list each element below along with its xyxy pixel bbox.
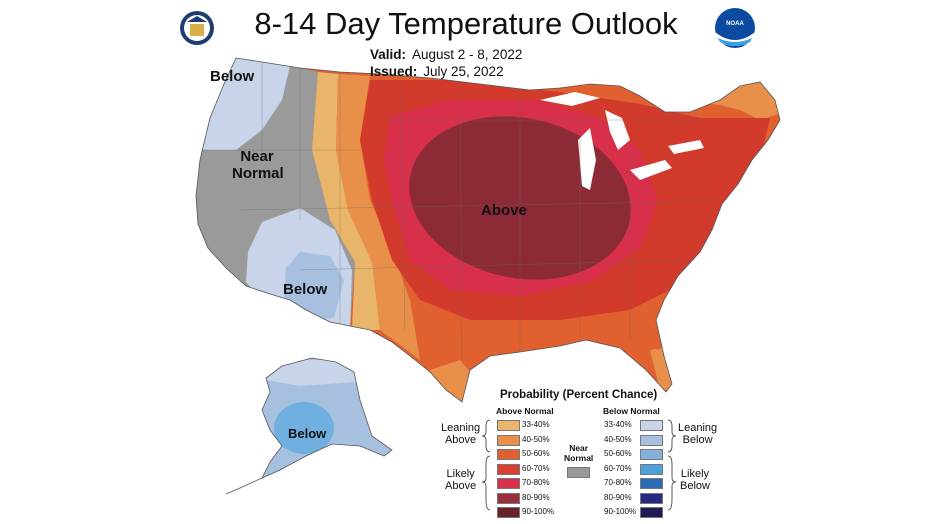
legend-below-swatch <box>640 449 663 460</box>
likely-above-line1: Likely <box>445 468 476 480</box>
near-normal-line1: Near <box>232 148 282 165</box>
legend-below-label: 33-40% <box>604 419 632 431</box>
legend-likely-above: Likely Above <box>445 468 476 492</box>
legend-below-label: 90-100% <box>604 506 636 518</box>
legend-near-header: Near Normal <box>564 443 593 463</box>
legend-above-label: 80-90% <box>522 492 550 504</box>
legend-leaning-above: Leaning Above <box>441 422 480 446</box>
legend-likely-below: Likely Below <box>680 468 710 492</box>
likely-below-line1: Likely <box>680 468 710 480</box>
legend-above-swatch <box>497 464 520 475</box>
valid-line: Valid: August 2 - 8, 2022 <box>370 47 522 62</box>
likely-below-line2: Below <box>680 480 710 492</box>
page-title: 8-14 Day Temperature Outlook <box>0 6 932 42</box>
leaning-below-line1: Leaning <box>678 422 717 434</box>
near-header-line1: Near <box>564 443 593 453</box>
valid-label: Valid: <box>370 47 406 62</box>
legend-above-label: 33-40% <box>522 419 550 431</box>
legend-below-swatch <box>640 464 663 475</box>
legend-below-swatch <box>640 420 663 431</box>
legend-below-swatch <box>640 493 663 504</box>
leaning-below-line2: Below <box>678 434 717 446</box>
legend-above-label: 40-50% <box>522 434 550 446</box>
leaning-above-line1: Leaning <box>441 422 480 434</box>
valid-value: August 2 - 8, 2022 <box>412 47 522 62</box>
legend-below-label: 80-90% <box>604 492 632 504</box>
legend-below-label: 60-70% <box>604 463 632 475</box>
map-label-near-normal: Near Normal <box>232 148 282 182</box>
issued-label: Issued: <box>370 64 417 79</box>
map-label-below-ak: Below <box>288 425 326 442</box>
noaa-logo-text: NOAA <box>722 21 748 27</box>
map-label-below-nw: Below <box>210 68 254 85</box>
legend-above-swatch <box>497 435 520 446</box>
legend-below-header: Below Normal <box>603 406 660 416</box>
legend-leaning-below: Leaning Below <box>678 422 717 446</box>
legend-above-header: Above Normal <box>496 406 554 416</box>
legend-above-swatch <box>497 449 520 460</box>
legend-below-label: 70-80% <box>604 477 632 489</box>
legend-title: Probability (Percent Chance) <box>500 389 657 401</box>
near-header-line2: Normal <box>564 453 593 463</box>
issued-line: Issued: July 25, 2022 <box>370 64 504 79</box>
legend-above-label: 70-80% <box>522 477 550 489</box>
near-normal-line2: Normal <box>232 165 282 182</box>
map-label-above: Above <box>481 202 527 219</box>
legend-below-swatch <box>640 478 663 489</box>
likely-above-line2: Above <box>445 480 476 492</box>
issued-value: July 25, 2022 <box>423 64 503 79</box>
legend-below-swatch <box>640 507 663 518</box>
legend-above-label: 60-70% <box>522 463 550 475</box>
legend-above-label: 50-60% <box>522 448 550 460</box>
legend-above-swatch <box>497 478 520 489</box>
legend-above-swatch <box>497 493 520 504</box>
legend-below-label: 50-60% <box>604 448 632 460</box>
map-label-below-sw: Below <box>283 281 327 298</box>
legend-above-swatch <box>497 420 520 431</box>
legend-below-swatch <box>640 435 663 446</box>
legend-above-swatch <box>497 507 520 518</box>
leaning-above-line2: Above <box>441 434 480 446</box>
legend-below-label: 40-50% <box>604 434 632 446</box>
legend-near-swatch <box>567 467 590 478</box>
legend-above-label: 90-100% <box>522 506 554 518</box>
